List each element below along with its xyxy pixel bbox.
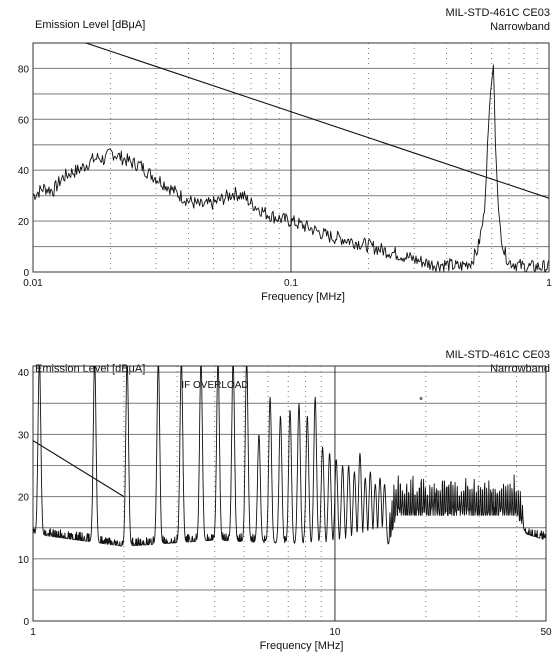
annotation-marker: *: [419, 395, 423, 406]
limit-line: [84, 43, 549, 199]
chart-title: MIL-STD-461C CE03: [445, 7, 550, 19]
limit-line: [33, 440, 125, 498]
plot-frame: [32, 42, 550, 273]
annotation-if-overload: IF OVERLOAD: [181, 380, 248, 391]
chart-top: Emission Level [dBμA] MIL-STD-461C CE03 Na…: [18, 7, 552, 303]
x-tick-label: 0.01: [23, 278, 43, 289]
chart-subtitle: Narrowband: [490, 363, 550, 375]
y-tick-label: 30: [18, 430, 30, 441]
y-tick-label: 0: [23, 617, 29, 628]
x-tick-label: 10: [329, 627, 341, 638]
x-tick-label: 1: [30, 627, 36, 638]
y-tick-label: 0: [23, 268, 29, 279]
chart-panel-top: Emission Level [dBμA] MIL-STD-461C CE03 Na…: [0, 0, 554, 320]
y-tick-label: 20: [18, 217, 30, 228]
y-tick-label: 60: [18, 115, 30, 126]
y-axis-label: Emission Level [dBμA]: [35, 19, 145, 31]
plot-area: [33, 43, 549, 272]
chart-bottom: Emission Level [dBμA] MIL-STD-461C CE03 Na…: [18, 349, 552, 652]
y-tick-label: 10: [18, 555, 30, 566]
x-tick-label: 1: [546, 278, 552, 289]
x-tick-label: 50: [540, 627, 552, 638]
x-axis-label: Frequency [MHz]: [261, 291, 345, 303]
chart-subtitle: Narrowband: [490, 21, 550, 33]
chart-title: MIL-STD-461C CE03: [445, 349, 550, 361]
y-tick-label: 40: [18, 166, 30, 177]
x-axis-label: Frequency [MHz]: [260, 640, 344, 652]
y-axis-label: Emission Level [dBμA]: [35, 363, 145, 375]
plot-area: [33, 366, 546, 547]
measured-trace: [33, 64, 549, 272]
y-tick-label: 80: [18, 64, 30, 75]
y-tick-label: 40: [18, 368, 30, 379]
y-tick-label: 20: [18, 493, 30, 504]
plot-frame: [32, 365, 547, 622]
x-tick-label: 0.1: [284, 278, 298, 289]
measured-trace: [33, 366, 546, 547]
chart-panel-bottom: Emission Level [dBμA] MIL-STD-461C CE03 Na…: [0, 338, 554, 659]
